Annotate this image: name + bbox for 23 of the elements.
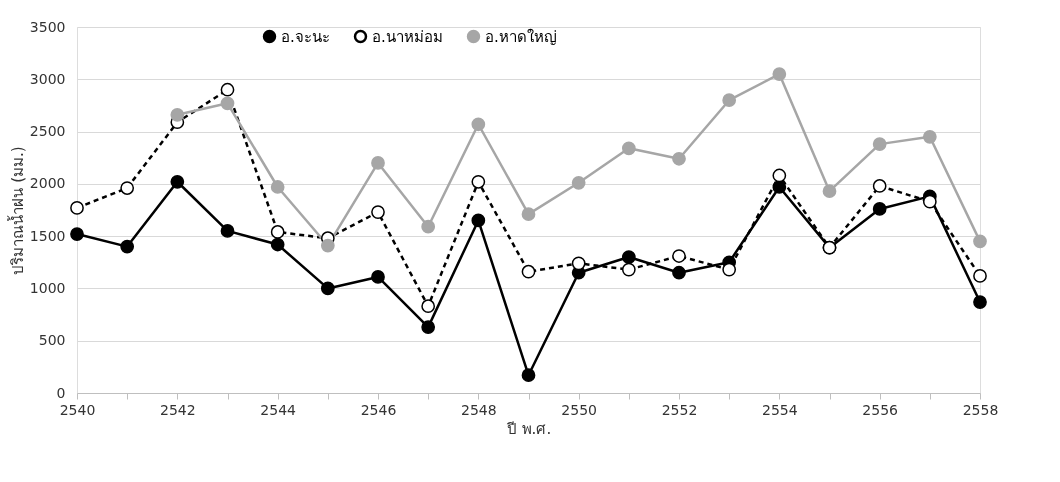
legend-label: อ.นาหม่อม — [372, 27, 443, 46]
legend-label: อ.หาดใหญ่ — [485, 27, 557, 46]
x-tick-label: 2548 — [461, 401, 497, 418]
x-tick-label: 2544 — [260, 401, 297, 418]
x-tick-label: 2556 — [862, 401, 899, 418]
y-tick-label: 3000 — [29, 70, 66, 87]
y-tick-label: 2500 — [29, 123, 66, 140]
x-tick-label: 2558 — [962, 401, 999, 418]
y-axis-title: ปริมาณน้ำฝน (มม.) — [6, 146, 27, 275]
legend-label: อ.จะนะ — [281, 27, 330, 46]
y-tick-label: 3500 — [29, 18, 66, 35]
x-tick-label: 2546 — [360, 401, 397, 418]
x-tick-label: 2550 — [561, 401, 597, 418]
y-tick-label: 500 — [38, 332, 66, 349]
y-tick-label: 2000 — [29, 175, 66, 192]
x-axis-title: ปี พ.ศ. — [505, 419, 552, 438]
y-tick-label: 1500 — [29, 227, 66, 244]
x-tick-label: 2554 — [762, 401, 798, 418]
y-tick-label: 1000 — [29, 279, 66, 296]
x-tick-label: 2552 — [661, 401, 698, 418]
x-tick-label: 2542 — [160, 401, 196, 418]
y-tick-label: 0 — [56, 384, 66, 401]
x-tick-label: 2540 — [59, 401, 96, 418]
